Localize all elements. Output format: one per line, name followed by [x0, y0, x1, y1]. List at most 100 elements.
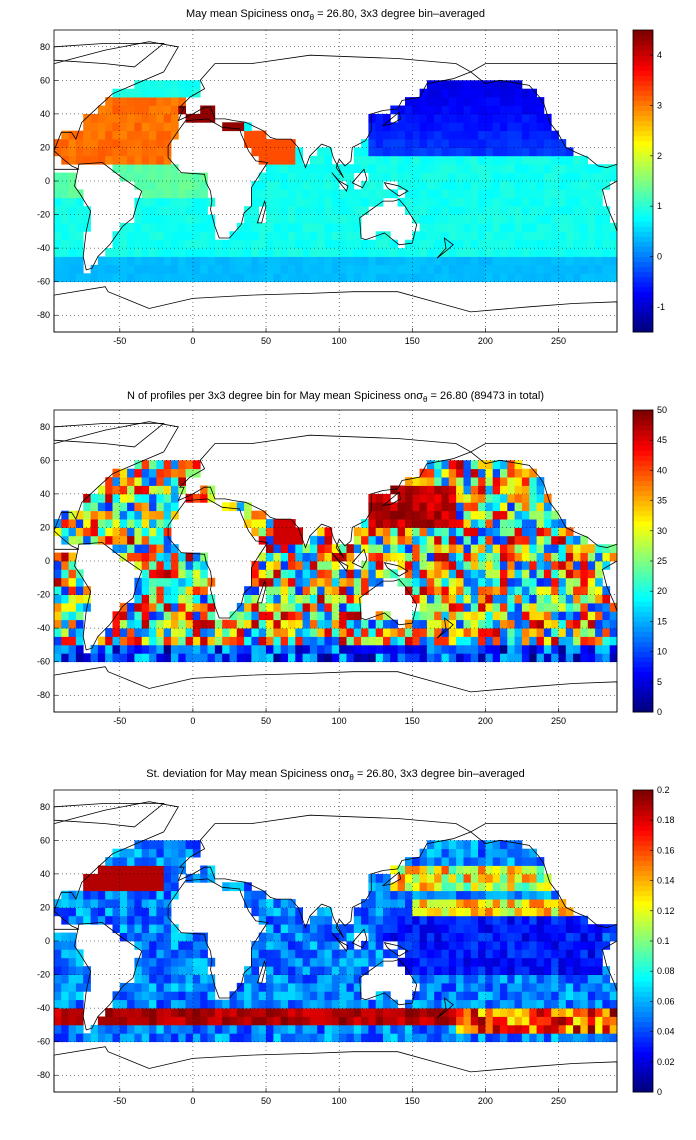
heatmap-cell — [434, 974, 442, 984]
heatmap-cell — [470, 586, 479, 595]
heatmap-cell — [543, 510, 552, 520]
heatmap-cell — [97, 147, 106, 157]
colorbar-swatch — [633, 191, 653, 197]
heatmap-cell — [156, 248, 165, 257]
heatmap-cell — [543, 873, 552, 883]
heatmap-cell — [280, 907, 289, 917]
heatmap-cell — [434, 628, 442, 637]
heatmap-cell — [339, 611, 347, 621]
heatmap-cell — [368, 527, 377, 537]
heatmap-cell — [324, 561, 333, 570]
heatmap-cell — [331, 949, 340, 959]
heatmap-cell — [280, 164, 289, 173]
heatmap-cell — [397, 544, 406, 553]
heatmap-cell — [602, 653, 611, 663]
heatmap-cell — [75, 1033, 84, 1043]
heatmap-cell — [273, 636, 282, 646]
heatmap-cell — [492, 619, 501, 629]
heatmap-cell — [478, 848, 486, 858]
heatmap-cell — [258, 1033, 267, 1043]
heatmap-cell — [456, 527, 464, 537]
coastline — [359, 959, 418, 1006]
heatmap-cell — [54, 519, 62, 528]
heatmap-cell — [397, 1008, 406, 1017]
heatmap-cell — [375, 1016, 384, 1026]
heatmap-cell — [492, 907, 501, 917]
heatmap-cell — [192, 493, 201, 503]
heatmap-cell — [207, 644, 216, 654]
heatmap-cell — [346, 197, 355, 207]
heatmap-cell — [244, 139, 252, 148]
heatmap-cell — [266, 1033, 274, 1043]
heatmap-cell — [361, 999, 369, 1009]
heatmap-cell — [434, 172, 442, 182]
heatmap-cell — [244, 653, 252, 663]
heatmap-cell — [551, 535, 559, 545]
heatmap-cell — [61, 181, 69, 190]
heatmap-cell — [258, 957, 267, 967]
heatmap-cell — [331, 991, 340, 1001]
heatmap-cell — [163, 577, 172, 587]
heatmap-cell — [200, 248, 208, 257]
heatmap-cell — [97, 644, 106, 654]
heatmap-cell — [514, 122, 523, 132]
heatmap-cell — [339, 653, 347, 663]
heatmap-cell — [134, 239, 143, 249]
heatmap-cell — [609, 932, 618, 942]
heatmap-cell — [353, 248, 362, 257]
heatmap-cell — [500, 239, 508, 249]
heatmap-cell — [478, 840, 486, 850]
heatmap-cell — [361, 273, 369, 283]
heatmap-cell — [587, 991, 596, 1001]
heatmap-cell — [353, 982, 362, 992]
heatmap-cell — [521, 915, 530, 925]
heatmap-cell — [536, 628, 545, 637]
heatmap-cell — [163, 924, 172, 933]
heatmap-cell — [317, 1008, 325, 1017]
heatmap-cell — [149, 181, 157, 190]
heatmap-cell — [470, 982, 479, 992]
heatmap-cell — [536, 1016, 545, 1026]
colorbar-swatch — [633, 805, 653, 811]
heatmap-cell — [463, 949, 472, 959]
heatmap-cell — [383, 932, 391, 942]
heatmap-cell — [134, 477, 143, 486]
heatmap-cell — [119, 873, 128, 883]
heatmap-cell — [558, 197, 567, 207]
heatmap-cell — [448, 577, 457, 587]
heatmap-cell — [375, 527, 384, 537]
heatmap-cell — [507, 264, 515, 274]
heatmap-cell — [258, 611, 267, 621]
heatmap-cell — [412, 611, 420, 621]
heatmap-cell — [68, 628, 77, 637]
colorbar-swatch — [633, 266, 653, 273]
heatmap-cell — [529, 1024, 537, 1034]
heatmap-cell — [492, 460, 501, 470]
heatmap-cell — [156, 510, 165, 520]
heatmap-cell — [602, 924, 611, 933]
heatmap-cell — [324, 264, 333, 274]
heatmap-cell — [448, 248, 457, 257]
heatmap-cell — [565, 273, 574, 283]
heatmap-cell — [609, 1033, 618, 1043]
heatmap-cell — [207, 999, 216, 1009]
heatmap-cell — [529, 586, 537, 595]
heatmap-cell — [214, 999, 223, 1009]
heatmap-cell — [529, 502, 537, 512]
heatmap-cell — [331, 999, 340, 1009]
heatmap-cell — [426, 535, 435, 545]
heatmap-cell — [405, 485, 413, 495]
colorbar-tick-label: 10 — [657, 647, 667, 657]
heatmap-cell — [83, 130, 91, 140]
heatmap-cell — [478, 873, 486, 883]
heatmap-cell — [412, 510, 420, 520]
heatmap-cell — [236, 1008, 245, 1017]
heatmap-cell — [529, 594, 537, 604]
heatmap-cell — [521, 544, 530, 553]
heatmap-cell — [492, 552, 501, 562]
colorbar-swatch — [633, 40, 653, 46]
heatmap-cell — [68, 197, 77, 207]
heatmap-cell — [492, 97, 501, 106]
heatmap-cell — [383, 519, 391, 528]
heatmap-cell — [331, 189, 340, 199]
